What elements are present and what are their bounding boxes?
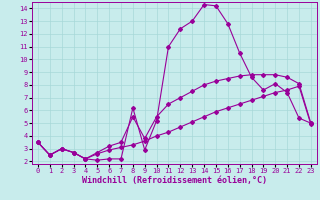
X-axis label: Windchill (Refroidissement éolien,°C): Windchill (Refroidissement éolien,°C) xyxy=(82,176,267,185)
